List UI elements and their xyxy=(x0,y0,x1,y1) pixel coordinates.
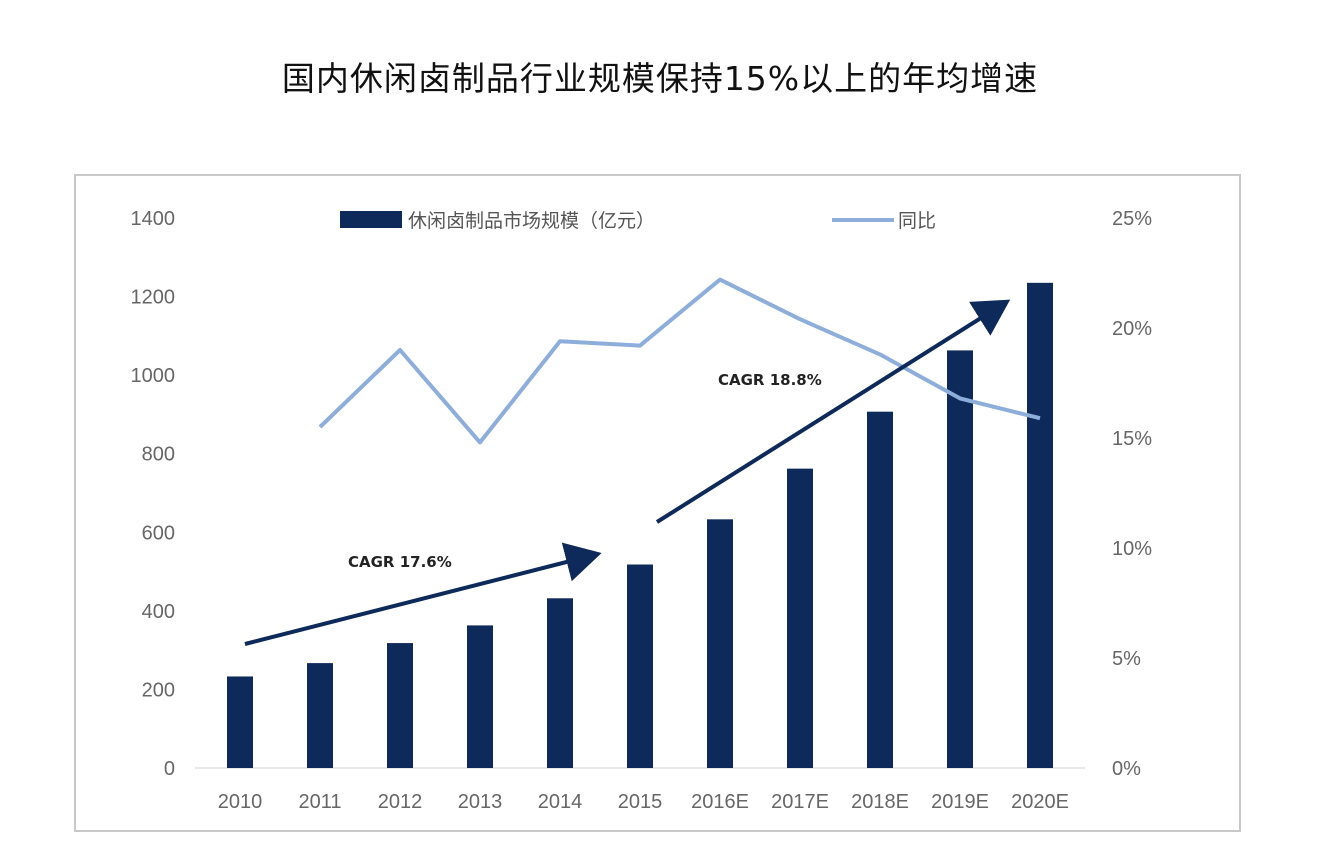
category-label: 2017E xyxy=(771,791,829,813)
cagr-annotations: CAGR 17.6% CAGR 18.8% xyxy=(244,299,1011,646)
right-tick-label: 10% xyxy=(1112,538,1152,560)
right-tick-label: 0% xyxy=(1112,758,1141,780)
category-label: 2013 xyxy=(458,791,503,813)
legend-bar-swatch xyxy=(340,211,402,228)
left-tick-label: 1200 xyxy=(131,287,176,309)
bar-2012 xyxy=(387,643,413,768)
cagr-arrow-2 xyxy=(655,299,1011,524)
left-tick-label: 1000 xyxy=(131,365,176,387)
right-tick-label: 5% xyxy=(1112,648,1141,670)
chart-frame xyxy=(74,174,1241,832)
legend-line-label: 同比 xyxy=(898,210,936,232)
left-tick-label: 400 xyxy=(142,601,175,623)
category-label: 2018E xyxy=(851,791,909,813)
left-tick-label: 200 xyxy=(142,679,175,701)
right-tick-label: 15% xyxy=(1112,428,1152,450)
category-label: 2016E xyxy=(691,791,749,813)
right-axis-ticks: 0% 5% 10% 15% 20% 25% xyxy=(1112,208,1152,780)
category-label: 2011 xyxy=(298,791,341,813)
bar-series xyxy=(227,282,1053,768)
bar-2018E xyxy=(867,411,893,768)
yoy-line xyxy=(318,277,1041,445)
bar-2010 xyxy=(227,676,253,768)
page-title: 国内休闲卤制品行业规模保持15%以上的年均增速 xyxy=(281,59,1039,98)
bar-2015 xyxy=(627,564,653,768)
cagr-label-1: CAGR 17.6% xyxy=(348,553,452,571)
left-tick-label: 800 xyxy=(142,444,175,466)
left-tick-label: 1400 xyxy=(131,208,176,230)
bar-2017E xyxy=(787,468,813,768)
bar-2020E xyxy=(1027,282,1053,768)
bar-2014 xyxy=(547,598,573,768)
category-label: 2015 xyxy=(618,791,663,813)
left-tick-label: 600 xyxy=(142,522,175,544)
bar-2011 xyxy=(307,663,333,768)
category-label: 2020E xyxy=(1011,791,1069,813)
bar-2013 xyxy=(467,625,493,768)
category-label: 2012 xyxy=(378,791,423,813)
right-tick-label: 20% xyxy=(1112,318,1152,340)
line-series xyxy=(318,277,1041,445)
category-labels: 2010 2011 2012 2013 2014 2015 2016E 2017E 2018E 2… xyxy=(218,791,1069,813)
right-tick-label: 25% xyxy=(1112,208,1152,230)
cagr-label-2: CAGR 18.8% xyxy=(718,371,822,389)
legend: 休闲卤制品市场规模（亿元） 同比 xyxy=(340,210,936,232)
left-tick-label: 0 xyxy=(164,758,175,780)
left-axis-ticks: 0 200 400 600 800 1000 1200 1400 xyxy=(131,208,176,780)
category-label: 2019E xyxy=(931,791,989,813)
category-label: 2014 xyxy=(538,791,583,813)
legend-bar-label: 休闲卤制品市场规模（亿元） xyxy=(408,210,655,232)
bar-2019E xyxy=(947,350,973,768)
cagr-arrow-1 xyxy=(244,542,602,646)
bar-2016E xyxy=(707,519,733,768)
category-label: 2010 xyxy=(218,791,263,813)
